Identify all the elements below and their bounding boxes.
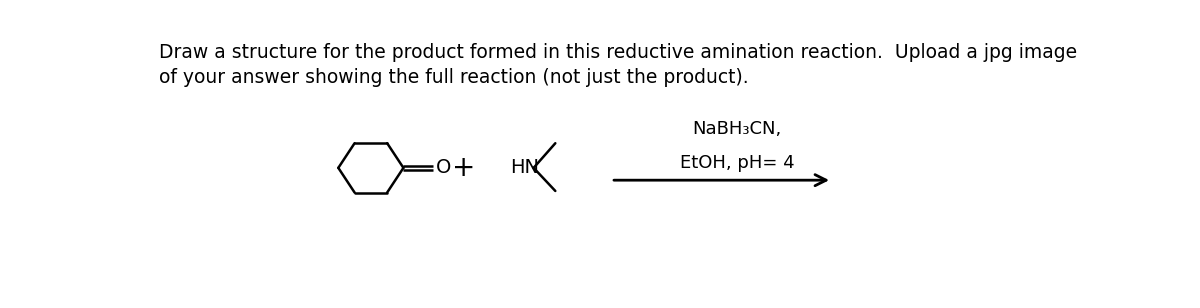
Text: of your answer showing the full reaction (not just the product).: of your answer showing the full reaction… [160, 68, 749, 87]
Text: EtOH, pH= 4: EtOH, pH= 4 [679, 155, 794, 172]
Text: +: + [452, 154, 475, 182]
Text: HN: HN [510, 158, 539, 177]
Text: Draw a structure for the product formed in this reductive amination reaction.  U: Draw a structure for the product formed … [160, 43, 1078, 62]
Text: O: O [436, 158, 451, 177]
Text: NaBH₃CN,: NaBH₃CN, [692, 120, 781, 138]
